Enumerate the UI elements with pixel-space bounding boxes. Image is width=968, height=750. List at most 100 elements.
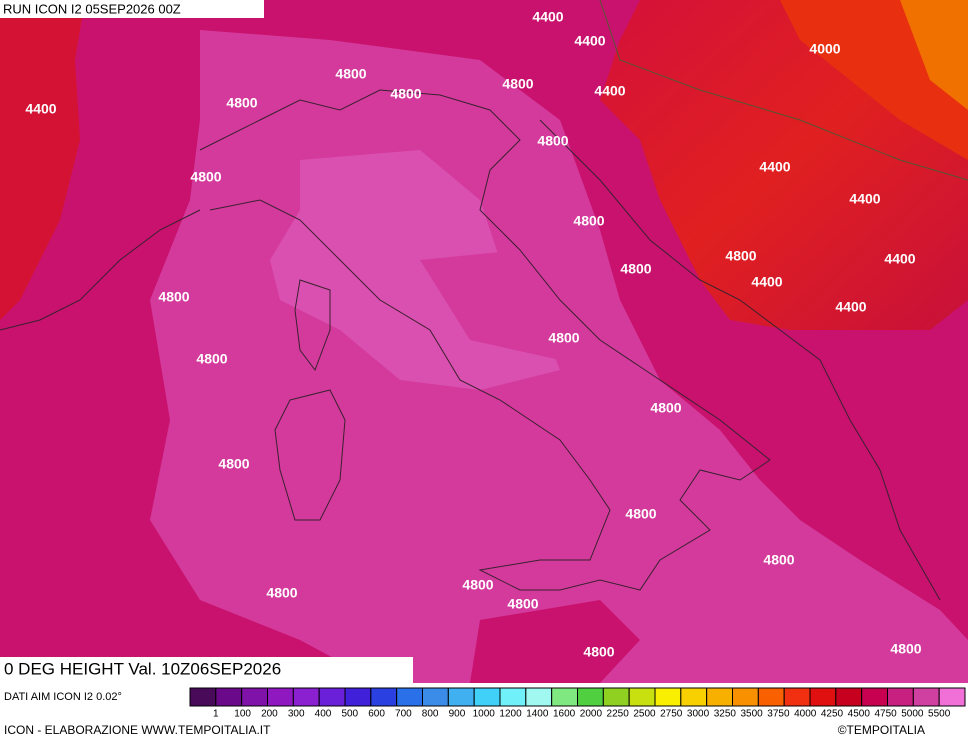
colorbar-swatch <box>732 687 759 707</box>
colorbar-swatch <box>938 687 966 707</box>
colorbar-label: 100 <box>234 709 251 720</box>
colorbar-label: 4000 <box>794 709 817 720</box>
colorbar-label: 700 <box>395 709 412 720</box>
colorbar-swatch <box>499 687 527 707</box>
colorbar-label: 800 <box>422 709 439 720</box>
colorbar-swatch <box>447 687 475 707</box>
colorbar-label: 200 <box>261 709 278 720</box>
colorbar-swatch <box>577 687 604 707</box>
contour-label: 4400 <box>884 251 915 267</box>
colorbar-label: 1000 <box>473 709 496 720</box>
colorbar-label: 1600 <box>553 709 576 720</box>
colorbar-swatch <box>215 687 243 707</box>
contour-label: 4800 <box>335 66 366 82</box>
colorbar-swatch <box>628 687 656 707</box>
colorbar-swatch <box>396 687 423 707</box>
contour-label: 4800 <box>537 133 568 149</box>
colorbar-label: 5000 <box>901 709 924 720</box>
colorbar-label: 3250 <box>714 709 737 720</box>
contour-label: 4800 <box>548 330 579 346</box>
contour-label: 4400 <box>835 299 866 315</box>
contour-label: 4800 <box>625 506 656 522</box>
colorbar-label: 3750 <box>767 709 790 720</box>
contour-label: 4800 <box>650 400 681 416</box>
contour-label: 4400 <box>594 83 625 99</box>
colorbar-swatch <box>706 687 734 707</box>
colorbar-swatch <box>680 687 708 707</box>
colorbar: 1 100 200 300 400 500 600 700 800 900 1000 1200 1400… <box>189 687 966 720</box>
contour-label: 4800 <box>763 552 794 568</box>
run-box <box>0 0 264 18</box>
colorbar-swatch <box>370 687 398 707</box>
contour-label: 4800 <box>462 577 493 593</box>
colorbar-label: 4750 <box>874 709 897 720</box>
colorbar-label: 3000 <box>687 709 710 720</box>
contour-label: 4400 <box>25 101 56 117</box>
colorbar-label: 300 <box>288 709 305 720</box>
contour-label: 4800 <box>218 456 249 472</box>
colorbar-swatch <box>422 687 449 707</box>
contour-label: 4800 <box>190 169 221 185</box>
colorbar-swatch <box>912 687 940 707</box>
colorbar-label: 600 <box>368 709 385 720</box>
colorbar-swatch <box>318 687 346 707</box>
contour-label: 4400 <box>849 191 880 207</box>
contour-label: 4800 <box>573 213 604 229</box>
colorbar-label: 1200 <box>499 709 522 720</box>
footer-right: ©TEMPOITALIA <box>838 723 925 737</box>
colorbar-swatch <box>602 687 630 707</box>
colorbar-swatch <box>861 687 889 707</box>
contour-label: 4800 <box>507 596 538 612</box>
colorbar-swatch <box>292 687 320 707</box>
contour-label: 4800 <box>266 585 297 601</box>
colorbar-label: 2250 <box>607 709 630 720</box>
colorbar-swatch <box>551 687 579 707</box>
contour-label: 4800 <box>890 641 921 657</box>
colorbar-swatch <box>783 687 811 707</box>
run-label: RUN ICON I2 05SEP2026 00Z <box>3 1 181 16</box>
colorbar-swatch <box>344 687 372 707</box>
colorbar-label: 2000 <box>580 709 603 720</box>
contour-label: 4000 <box>809 41 840 57</box>
contour-label: 4800 <box>502 76 533 92</box>
contour-label: 4400 <box>759 159 790 175</box>
contour-label: 4800 <box>725 248 756 264</box>
contour-label: 4400 <box>751 274 782 290</box>
source-label: DATI AIM ICON I2 0.02° <box>4 691 122 703</box>
footer-left: ICON - ELABORAZIONE WWW.TEMPOITALIA.IT <box>4 723 271 737</box>
colorbar-swatch <box>835 687 863 707</box>
colorbar-swatch <box>654 687 682 707</box>
colorbar-label: 1 <box>213 709 219 720</box>
colorbar-label: 400 <box>315 709 332 720</box>
contour-label: 4800 <box>583 644 614 660</box>
title-box <box>0 657 413 683</box>
contour-label: 4800 <box>196 351 227 367</box>
contour-label: 4800 <box>226 95 257 111</box>
colorbar-swatch <box>473 687 501 707</box>
colorbar-label: 2500 <box>633 709 656 720</box>
colorbar-swatch <box>809 687 837 707</box>
colorbar-swatch <box>189 687 217 707</box>
contour-label: 4800 <box>620 261 651 277</box>
contour-label: 4400 <box>574 33 605 49</box>
map-title: 0 DEG HEIGHT Val. 10Z06SEP2026 <box>4 659 281 678</box>
colorbar-label: 3500 <box>741 709 764 720</box>
colorbar-swatch <box>241 687 269 707</box>
coastlines <box>0 0 968 601</box>
colorbar-label: 2750 <box>660 709 683 720</box>
contour-label: 4800 <box>390 86 421 102</box>
colorbar-label: 500 <box>341 709 358 720</box>
colorbar-label: 5500 <box>928 709 951 720</box>
colorbar-swatch <box>525 687 553 707</box>
colorbar-label: 900 <box>449 709 466 720</box>
contour-label: 4800 <box>158 289 189 305</box>
colorbar-swatch <box>757 687 785 707</box>
colorbar-label: 4500 <box>848 709 871 720</box>
colorbar-swatch <box>267 687 294 707</box>
contour-label: 4400 <box>532 9 563 25</box>
colorbar-swatch <box>887 687 914 707</box>
colorbar-label: 1400 <box>526 709 549 720</box>
colorbar-label: 4250 <box>821 709 844 720</box>
contour-labels: 4400 4400 4400 4000 4400 4400 4400 4400 4400 4400… <box>25 9 921 660</box>
